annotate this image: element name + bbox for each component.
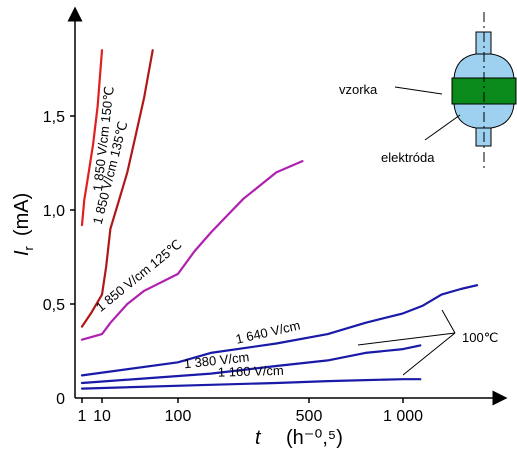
sample-pointer	[394, 86, 443, 95]
curve-label-3: 1 640 V/cm	[234, 317, 301, 346]
electrode-label: elektróda	[381, 150, 435, 165]
y-tick-label-3: 1,5	[43, 109, 65, 126]
curve-label-4: 1 380 V/cm	[183, 349, 250, 371]
y-tick-label-0: 0	[56, 391, 65, 408]
series-line-5	[80, 378, 422, 390]
series-line-0	[80, 49, 104, 227]
x-ticks: 1 10 100 500 1 000	[78, 398, 423, 425]
data-curves	[80, 49, 479, 390]
annot-pointer-1160	[402, 332, 456, 376]
x-tick-label-1: 10	[93, 408, 111, 425]
x-axis-label-symbol: t	[255, 427, 262, 449]
annot-pointer-1640	[441, 309, 456, 334]
curve-label-5: 1 160 V/cm	[218, 363, 284, 380]
curve-labels: 1 850 V/cm 150℃1 850 V/cm 135℃1 850 V/cm…	[90, 86, 302, 380]
series-line-4	[80, 344, 422, 385]
y-axis-label: Ir(mA)	[11, 193, 36, 256]
sample-label: vzorka	[339, 82, 378, 97]
electrode-pointer	[424, 114, 461, 141]
x-tick-label-2: 100	[165, 408, 192, 425]
inset-diagram: vzorka elektróda	[339, 12, 517, 168]
x-tick-label-0: 1	[78, 408, 87, 425]
curve-label-2: 1 850 V/cm 125℃	[93, 237, 185, 315]
y-tick-label-2: 1,0	[43, 203, 65, 220]
y-ticks: 0 0,5 1,0 1,5	[43, 109, 75, 408]
annot-temperature: 100℃	[462, 330, 498, 345]
annot-pointer-1380	[357, 332, 456, 346]
series-line-2	[80, 160, 304, 341]
x-tick-label-4: 1 000	[383, 408, 423, 425]
x-axis-label-unit: (h⁻⁰,⁵)	[286, 427, 343, 449]
x-tick-label-3: 500	[296, 408, 323, 425]
series-line-1	[80, 49, 154, 328]
series-line-3	[80, 284, 479, 377]
y-tick-label-1: 0,5	[43, 297, 65, 314]
